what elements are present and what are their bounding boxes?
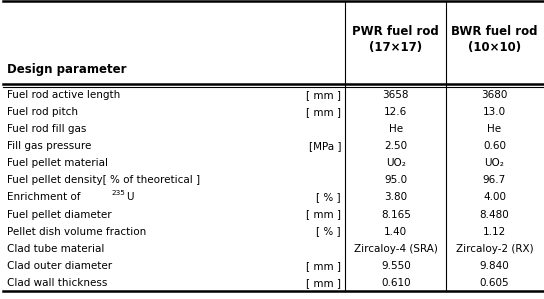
Text: 96.7: 96.7 [483,176,506,185]
Text: [ % ]: [ % ] [317,193,341,202]
Text: Zircaloy-2 (RX): Zircaloy-2 (RX) [456,244,533,254]
Text: Fuel rod pitch: Fuel rod pitch [7,107,78,117]
Text: Fuel rod active length: Fuel rod active length [7,90,120,100]
Text: Fuel pellet density[ % of theoretical ]: Fuel pellet density[ % of theoretical ] [7,176,200,185]
Text: 0.610: 0.610 [381,278,411,288]
Text: 0.60: 0.60 [483,141,506,151]
Text: BWR fuel rod
(10×10): BWR fuel rod (10×10) [451,25,538,54]
Text: Fuel pellet diameter: Fuel pellet diameter [7,210,112,219]
Text: Clad wall thickness: Clad wall thickness [7,278,108,288]
Text: 12.6: 12.6 [384,107,407,117]
Text: Clad tube material: Clad tube material [7,244,104,254]
Text: He: He [389,124,403,134]
Text: 1.40: 1.40 [384,227,407,237]
Text: Fill gas pressure: Fill gas pressure [7,141,91,151]
Text: 13.0: 13.0 [483,107,506,117]
Text: [ mm ]: [ mm ] [306,278,341,288]
Text: [ mm ]: [ mm ] [306,107,341,117]
Text: 0.605: 0.605 [480,278,509,288]
Text: U: U [126,193,133,202]
Text: He: He [487,124,502,134]
Text: Fuel pellet material: Fuel pellet material [7,158,108,168]
Text: Design parameter: Design parameter [7,63,127,76]
Text: 4.00: 4.00 [483,193,506,202]
Text: 2.50: 2.50 [384,141,407,151]
Text: 3680: 3680 [481,90,508,100]
Text: [ mm ]: [ mm ] [306,90,341,100]
Text: Clad outer diameter: Clad outer diameter [7,261,112,271]
Text: 1.12: 1.12 [483,227,506,237]
Text: [MPa ]: [MPa ] [308,141,341,151]
Text: Enrichment of: Enrichment of [7,193,84,202]
Text: 9.840: 9.840 [480,261,509,271]
Text: Zircaloy-4 (SRA): Zircaloy-4 (SRA) [354,244,438,254]
Text: 3.80: 3.80 [384,193,407,202]
Text: [ % ]: [ % ] [317,227,341,237]
Text: 95.0: 95.0 [384,176,407,185]
Text: Fuel rod fill gas: Fuel rod fill gas [7,124,86,134]
Text: 3658: 3658 [382,90,409,100]
Text: UO₂: UO₂ [386,158,406,168]
Text: 8.165: 8.165 [381,210,411,219]
Text: UO₂: UO₂ [485,158,504,168]
Text: [ mm ]: [ mm ] [306,261,341,271]
Text: Pellet dish volume fraction: Pellet dish volume fraction [7,227,146,237]
Text: 9.550: 9.550 [381,261,411,271]
Text: 8.480: 8.480 [480,210,509,219]
Text: [ mm ]: [ mm ] [306,210,341,219]
Text: PWR fuel rod
(17×17): PWR fuel rod (17×17) [353,25,439,54]
Text: 235: 235 [112,190,126,196]
